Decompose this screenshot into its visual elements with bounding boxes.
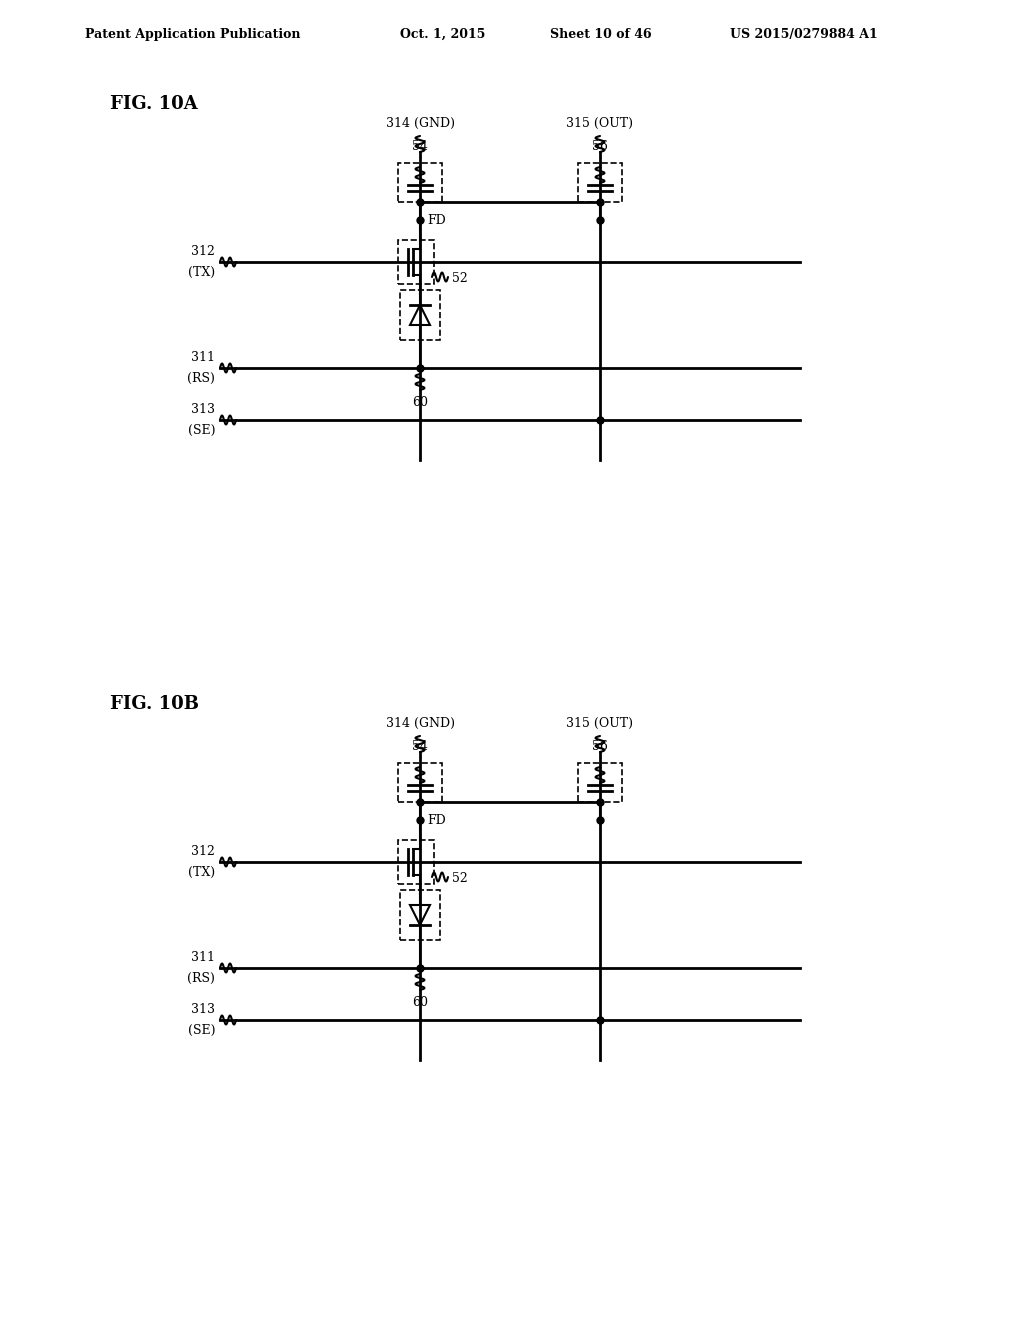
Bar — [398, 763, 442, 803]
Text: 54: 54 — [412, 741, 428, 752]
Text: (RS): (RS) — [187, 372, 215, 385]
Bar — [400, 890, 440, 940]
Text: (TX): (TX) — [187, 267, 215, 279]
Bar — [578, 162, 622, 202]
Bar — [578, 763, 622, 803]
Bar — [398, 240, 434, 284]
Text: 313: 313 — [191, 1003, 215, 1016]
Text: US 2015/0279884 A1: US 2015/0279884 A1 — [730, 28, 878, 41]
Text: 52: 52 — [452, 873, 468, 886]
Text: 314 (GND): 314 (GND) — [385, 117, 455, 129]
Bar — [400, 290, 440, 341]
Bar — [398, 162, 442, 202]
Bar — [398, 840, 434, 884]
Text: 52: 52 — [452, 272, 468, 285]
Text: 60: 60 — [412, 997, 428, 1008]
Text: (SE): (SE) — [187, 424, 215, 437]
Text: FD: FD — [427, 813, 445, 826]
Text: 312: 312 — [191, 246, 215, 257]
Text: 313: 313 — [191, 403, 215, 416]
Text: FIG. 10B: FIG. 10B — [110, 696, 199, 713]
Text: (SE): (SE) — [187, 1024, 215, 1038]
Text: 315 (OUT): 315 (OUT) — [566, 717, 634, 730]
Text: 54: 54 — [412, 140, 428, 153]
Text: Patent Application Publication: Patent Application Publication — [85, 28, 300, 41]
Text: FIG. 10A: FIG. 10A — [110, 95, 198, 114]
Text: (TX): (TX) — [187, 866, 215, 879]
Text: Oct. 1, 2015: Oct. 1, 2015 — [400, 28, 485, 41]
Text: 56: 56 — [592, 140, 608, 153]
Text: (RS): (RS) — [187, 972, 215, 985]
Text: FD: FD — [427, 214, 445, 227]
Text: 314 (GND): 314 (GND) — [385, 717, 455, 730]
Text: 311: 311 — [191, 950, 215, 964]
Text: 56: 56 — [592, 741, 608, 752]
Text: 60: 60 — [412, 396, 428, 409]
Text: 315 (OUT): 315 (OUT) — [566, 117, 634, 129]
Text: 311: 311 — [191, 351, 215, 364]
Text: 312: 312 — [191, 845, 215, 858]
Text: Sheet 10 of 46: Sheet 10 of 46 — [550, 28, 651, 41]
